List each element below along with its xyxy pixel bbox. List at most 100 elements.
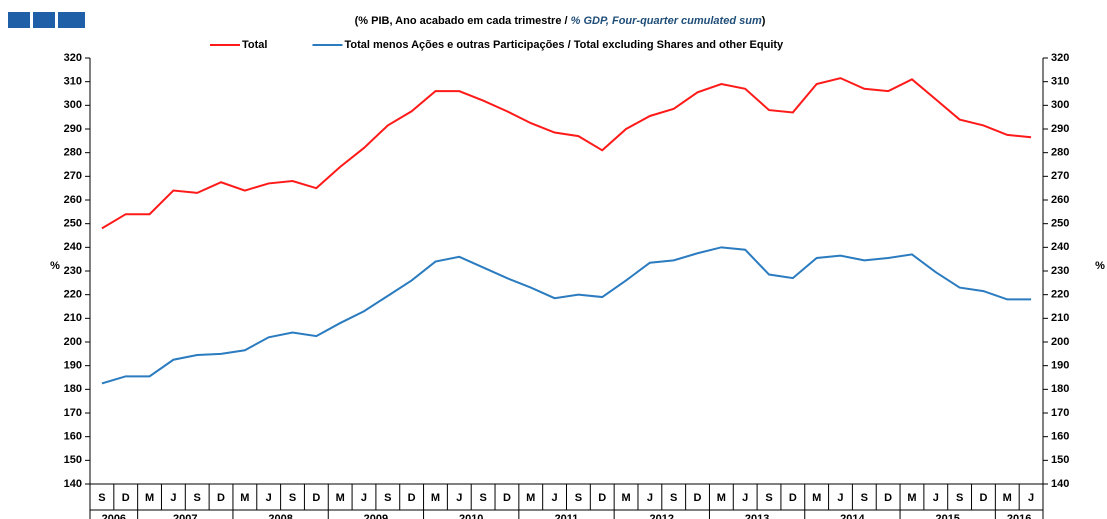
y2-tick-label: 320 xyxy=(1051,52,1069,64)
x-tick-label: J xyxy=(1028,492,1034,504)
y2-tick-label: 190 xyxy=(1051,360,1069,372)
y2-tick-label: 170 xyxy=(1051,407,1069,419)
x-tick-label: J xyxy=(742,492,748,504)
y2-tick-label: 250 xyxy=(1051,218,1069,230)
y2-tick-label: 260 xyxy=(1051,194,1069,206)
y-tick-label: 230 xyxy=(64,265,82,277)
y-tick-label: 250 xyxy=(64,218,82,230)
x-tick-label: S xyxy=(289,492,296,504)
y-tick-label: 160 xyxy=(64,431,82,443)
y2-tick-label: 220 xyxy=(1051,289,1069,301)
y-tick-label: 260 xyxy=(64,194,82,206)
x-tick-label: D xyxy=(408,492,416,504)
year-label: 2008 xyxy=(268,513,292,519)
series-line xyxy=(101,77,1032,230)
x-tick-label: S xyxy=(670,492,677,504)
x-tick-label: S xyxy=(861,492,868,504)
y-tick-label: 280 xyxy=(64,147,82,159)
x-tick-label: J xyxy=(837,492,843,504)
logo-block xyxy=(33,12,55,28)
x-tick-label: J xyxy=(266,492,272,504)
x-tick-label: J xyxy=(456,492,462,504)
x-tick-label: M xyxy=(240,492,249,504)
x-tick-label: J xyxy=(933,492,939,504)
x-tick-label: M xyxy=(1003,492,1012,504)
x-tick-label: S xyxy=(194,492,201,504)
x-tick-label: J xyxy=(361,492,367,504)
y-tick-label: 170 xyxy=(64,407,82,419)
year-label: 2015 xyxy=(935,513,959,519)
x-tick-label: S xyxy=(384,492,391,504)
x-tick-label: M xyxy=(717,492,726,504)
y-tick-label: 200 xyxy=(64,336,82,348)
x-tick-label: S xyxy=(98,492,105,504)
x-tick-label: D xyxy=(217,492,225,504)
logo-block xyxy=(8,12,30,28)
x-tick-label: D xyxy=(503,492,511,504)
year-label: 2009 xyxy=(364,513,388,519)
x-tick-label: D xyxy=(694,492,702,504)
y2-tick-label: 270 xyxy=(1051,170,1069,182)
y2-tick-label: 150 xyxy=(1051,454,1069,466)
y2-tick-label: 140 xyxy=(1051,478,1069,490)
year-label: 2016 xyxy=(1007,513,1031,519)
x-tick-label: S xyxy=(575,492,582,504)
series-line xyxy=(101,246,1032,385)
y2-tick-label: 230 xyxy=(1051,265,1069,277)
year-label: 2006 xyxy=(102,513,126,519)
y2-tick-label: 200 xyxy=(1051,336,1069,348)
x-tick-label: M xyxy=(336,492,345,504)
y-tick-label: 320 xyxy=(64,52,82,64)
x-tick-label: M xyxy=(621,492,630,504)
y2-tick-label: 210 xyxy=(1051,312,1069,324)
x-tick-label: M xyxy=(431,492,440,504)
year-label: 2011 xyxy=(555,513,579,519)
y-tick-label: 310 xyxy=(64,76,82,88)
x-tick-label: M xyxy=(812,492,821,504)
x-tick-label: D xyxy=(979,492,987,504)
y2-tick-label: 160 xyxy=(1051,431,1069,443)
y-tick-label: 270 xyxy=(64,170,82,182)
x-tick-label: M xyxy=(145,492,154,504)
x-tick-label: D xyxy=(312,492,320,504)
y2-axis-label: % xyxy=(1095,260,1105,272)
chart-title: (% PIB, Ano acabado em cada trimestre / … xyxy=(355,15,766,27)
x-tick-label: S xyxy=(479,492,486,504)
x-tick-label: M xyxy=(526,492,535,504)
legend-label: Total menos Ações e outras Participações… xyxy=(344,39,784,51)
x-tick-label: S xyxy=(956,492,963,504)
x-tick-label: D xyxy=(884,492,892,504)
y2-tick-label: 300 xyxy=(1051,99,1069,111)
y2-tick-label: 180 xyxy=(1051,383,1069,395)
legend-label: Total xyxy=(242,39,267,51)
year-label: 2014 xyxy=(840,513,865,519)
logo-block xyxy=(58,12,85,28)
y-tick-label: 220 xyxy=(64,289,82,301)
x-tick-label: S xyxy=(765,492,772,504)
x-tick-label: D xyxy=(789,492,797,504)
y-tick-label: 190 xyxy=(64,360,82,372)
x-tick-label: D xyxy=(122,492,130,504)
y2-tick-label: 280 xyxy=(1051,147,1069,159)
y2-tick-label: 310 xyxy=(1051,76,1069,88)
y-tick-label: 140 xyxy=(64,478,82,490)
y-tick-label: 300 xyxy=(64,99,82,111)
year-label: 2010 xyxy=(459,513,483,519)
y-axis-label: % xyxy=(50,260,60,272)
y-tick-label: 240 xyxy=(64,241,82,253)
year-label: 2013 xyxy=(745,513,769,519)
y-tick-label: 290 xyxy=(64,123,82,135)
y-tick-label: 150 xyxy=(64,454,82,466)
y2-tick-label: 240 xyxy=(1051,241,1069,253)
x-tick-label: J xyxy=(170,492,176,504)
y-tick-label: 180 xyxy=(64,383,82,395)
year-label: 2012 xyxy=(650,513,674,519)
y2-tick-label: 290 xyxy=(1051,123,1069,135)
y-tick-label: 210 xyxy=(64,312,82,324)
year-label: 2007 xyxy=(173,513,197,519)
x-tick-label: J xyxy=(647,492,653,504)
x-tick-label: J xyxy=(552,492,558,504)
x-tick-label: D xyxy=(598,492,606,504)
x-tick-label: M xyxy=(907,492,916,504)
